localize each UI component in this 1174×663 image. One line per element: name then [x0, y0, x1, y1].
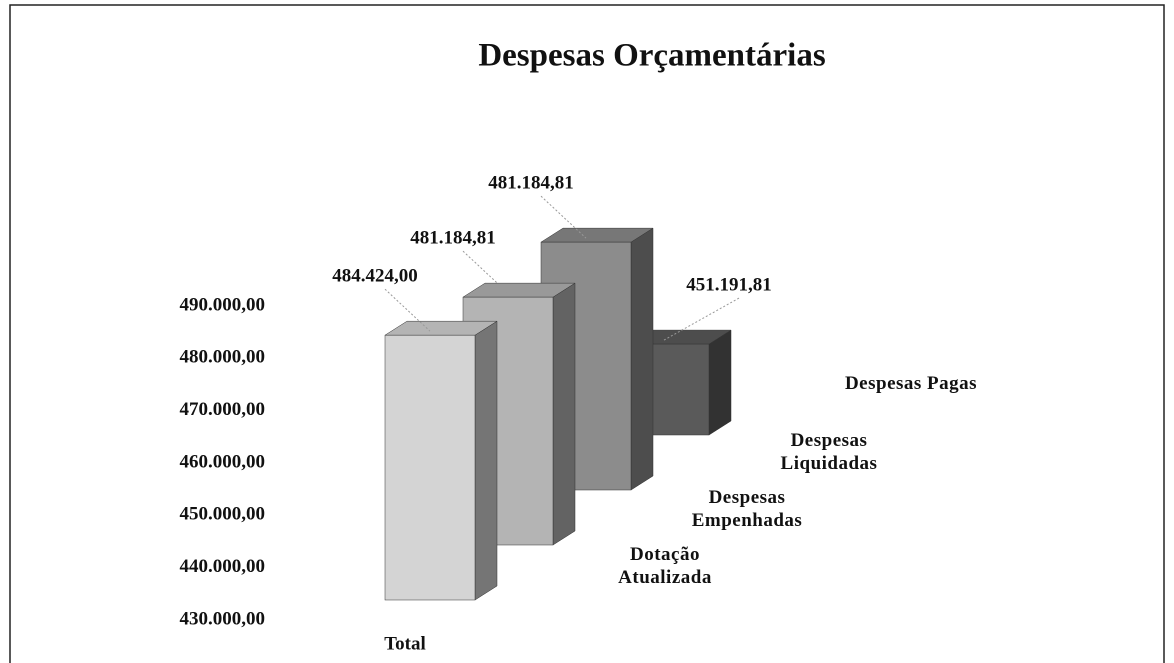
series-label: Despesas Empenhadas — [691, 487, 803, 531]
series-label: Dotação Atualizada — [618, 544, 712, 588]
value-label: 484.424,00 — [332, 266, 418, 287]
bar-side — [474, 320, 498, 601]
bar-side — [630, 227, 654, 491]
frame — [9, 4, 1165, 663]
bar-side — [552, 282, 576, 546]
y-tick-label: 480.000,00 — [180, 347, 266, 368]
y-tick-label: 460.000,00 — [180, 451, 266, 472]
chart-title: Despesas Orçamentárias — [478, 38, 826, 74]
value-label: 481.184,81 — [488, 172, 574, 193]
y-tick-label: 450.000,00 — [180, 504, 266, 525]
y-tick-label: 430.000,00 — [180, 608, 266, 629]
value-label: 451.191,81 — [686, 274, 772, 295]
series-label: Despesas Liquidadas — [780, 430, 878, 474]
y-tick-label: 470.000,00 — [180, 399, 266, 420]
x-tick-label: Total — [384, 633, 426, 654]
bar — [384, 334, 476, 601]
y-tick-label: 490.000,00 — [180, 294, 266, 315]
bar-side — [708, 329, 732, 436]
value-label: 481.184,81 — [410, 227, 496, 248]
series-label: Despesas Pagas — [844, 373, 978, 394]
y-tick-label: 440.000,00 — [180, 556, 266, 577]
